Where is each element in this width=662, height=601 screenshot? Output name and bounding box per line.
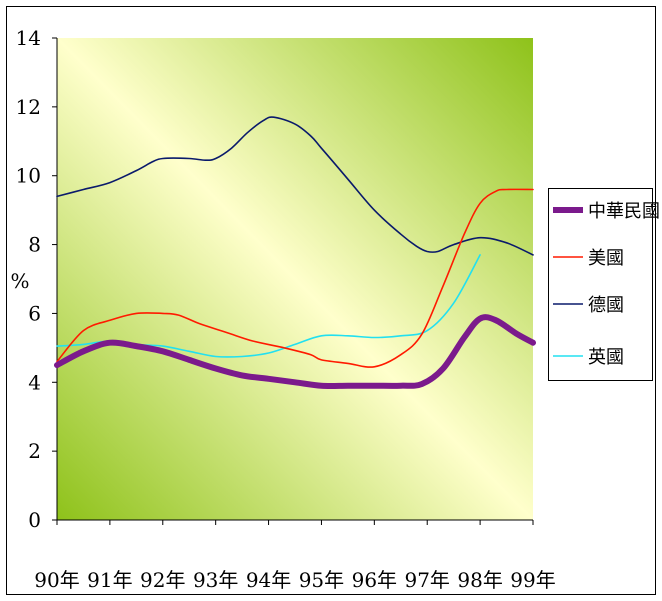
series-line-1 xyxy=(56,188,534,368)
legend-label-3: 英國 xyxy=(588,347,624,368)
x-tick-label: 90年 xyxy=(34,568,79,592)
x-tick-label: 93年 xyxy=(193,568,238,592)
x-tick-label: 95年 xyxy=(299,568,344,592)
legend-label-1: 美國 xyxy=(588,248,624,269)
y-tick-label: 6 xyxy=(28,301,41,325)
x-tick-label: 91年 xyxy=(87,568,132,592)
y-tick-label: 4 xyxy=(28,370,41,394)
series-line-0 xyxy=(54,314,536,389)
x-tick-label: 98年 xyxy=(457,568,502,592)
x-tick-label: 96年 xyxy=(352,568,397,592)
legend-box xyxy=(548,188,653,381)
series-line-2 xyxy=(56,116,534,256)
y-tick-label: 8 xyxy=(28,233,41,257)
legend-label-2: 德國 xyxy=(588,295,624,316)
legend-label-0: 中華民國 xyxy=(588,201,660,222)
x-tick-label: 99年 xyxy=(510,568,555,592)
y-axis-label: % xyxy=(10,269,29,293)
x-tick-label: 97年 xyxy=(404,568,449,592)
x-tick-label: 94年 xyxy=(246,568,291,592)
y-tick-label: 0 xyxy=(28,508,41,532)
y-tick-label: 12 xyxy=(16,95,41,119)
y-tick-label: 14 xyxy=(16,26,41,50)
plot-area xyxy=(57,38,533,520)
y-tick-label: 2 xyxy=(28,439,41,463)
y-tick-label: 10 xyxy=(16,164,41,188)
x-tick-label: 92年 xyxy=(140,568,185,592)
